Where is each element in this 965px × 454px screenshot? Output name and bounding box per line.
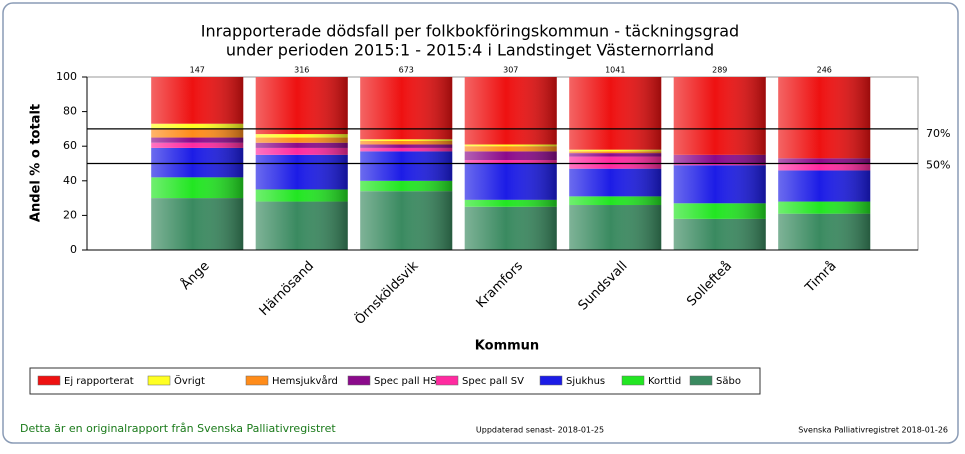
legend-swatch <box>435 375 459 386</box>
y-axis-title: Andel % o totalt <box>29 104 44 222</box>
legend-swatch <box>621 375 645 386</box>
footer-center: Uppdaterad senast- 2018-01-25 <box>476 426 604 435</box>
x-axis-title: Kommun <box>475 339 539 354</box>
reference-label: 50% <box>926 159 950 172</box>
total-label: 307 <box>503 66 518 75</box>
legend-swatch <box>347 375 371 386</box>
chart-subtitle: under perioden 2015:1 - 2015:4 i Landsti… <box>226 41 714 60</box>
total-label: 316 <box>294 66 309 75</box>
legend-label: Sjukhus <box>566 376 605 387</box>
legend-label: Säbo <box>716 376 741 387</box>
y-tick-label: 40 <box>63 174 77 187</box>
legend-swatch <box>147 375 171 386</box>
y-tick-label: 0 <box>70 243 77 256</box>
legend-label: Korttid <box>648 376 681 387</box>
chart-title: Inrapporterade dödsfall per folkbokförin… <box>201 22 739 41</box>
legend-label: Övrigt <box>174 374 205 387</box>
y-tick-label: 20 <box>63 208 77 221</box>
y-tick-label: 100 <box>56 70 77 83</box>
legend-swatch <box>37 375 61 386</box>
y-tick-label: 80 <box>63 105 77 118</box>
legend-label: Ej rapporterat <box>64 376 134 387</box>
footer-left: Detta är en originalrapport från Svenska… <box>20 422 336 435</box>
y-tick-label: 60 <box>63 139 77 152</box>
total-label: 289 <box>712 66 727 75</box>
total-label: 673 <box>399 66 414 75</box>
legend-swatch <box>245 375 269 386</box>
total-label: 1041 <box>605 66 625 75</box>
reference-label: 70% <box>926 127 950 140</box>
footer-right: Svenska Palliativregistret 2018-01-26 <box>798 426 948 435</box>
total-label: 147 <box>190 66 205 75</box>
total-label: 246 <box>817 66 832 75</box>
legend-label: Spec pall HSV <box>374 376 444 387</box>
legend-swatch <box>689 375 713 386</box>
legend-label: Spec pall SV <box>462 376 524 387</box>
legend-swatch <box>539 375 563 386</box>
legend-label: Hemsjukvård <box>272 374 338 387</box>
